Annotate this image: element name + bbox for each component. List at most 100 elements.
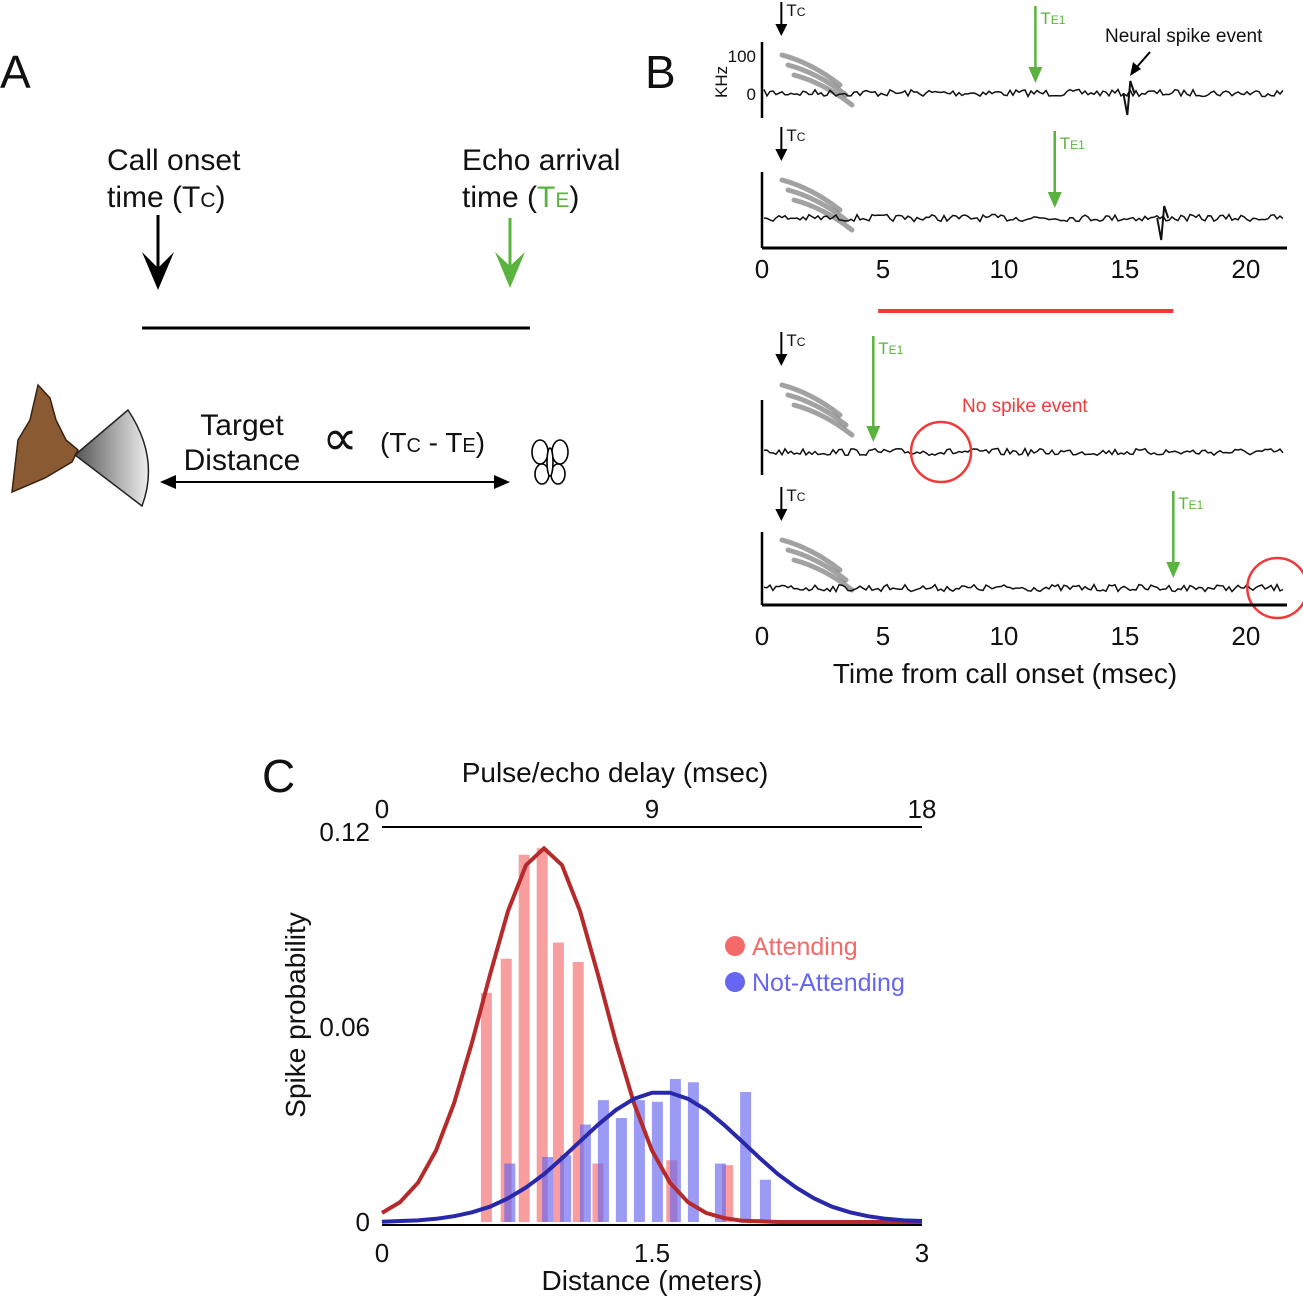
call-onset-time: time (TC): [107, 181, 226, 214]
text: ): [476, 427, 485, 458]
no-spike-label: No spike event: [962, 396, 1088, 417]
text: T: [878, 339, 888, 358]
text: (T: [380, 427, 406, 458]
text: E1: [1051, 13, 1066, 27]
y-tick-label: 0: [356, 1207, 370, 1237]
spectrogram: [791, 402, 855, 438]
echo-arrival: Echo arrival: [462, 144, 620, 177]
y-axis-label: Spike probability: [280, 912, 311, 1117]
text: C: [200, 189, 215, 212]
legend-label: Not-Attending: [752, 969, 905, 997]
bar: [714, 1163, 726, 1222]
panel-c: C Pulse/echo delay (msec) Distance (mete…: [262, 750, 936, 1296]
bar: [687, 1082, 699, 1222]
te1-label: TE1: [1060, 134, 1085, 153]
arrowhead: [775, 24, 788, 36]
arrowhead: [1166, 562, 1181, 578]
spectrogram: [785, 547, 849, 583]
text: T: [1178, 494, 1188, 513]
spectrogram: [791, 557, 855, 593]
text: C: [797, 490, 806, 504]
arrowhead: [1028, 67, 1043, 83]
top-tick-label: 0: [375, 794, 389, 824]
spike: [1122, 80, 1136, 116]
highlight-circle: [909, 420, 973, 484]
x-tick-label: 0: [755, 254, 769, 284]
panel-a: A Call onset time (TC) Echo arrival time…: [0, 46, 620, 508]
text: - T: [421, 427, 462, 458]
bar: [740, 1092, 752, 1222]
top-tick-label: 9: [645, 794, 659, 824]
arrowhead: [866, 426, 881, 442]
khz-tick: 100: [728, 47, 756, 66]
text: C: [797, 335, 806, 349]
trace: [763, 213, 1284, 223]
fit-curve: [380, 845, 922, 1224]
x-tick-label: 0: [375, 1238, 389, 1268]
bar: [669, 1079, 681, 1222]
bar: [597, 1100, 609, 1222]
tc-label: TC: [786, 1, 805, 20]
legend-marker: [725, 936, 745, 956]
spike: [1156, 205, 1170, 241]
x-tick-label: 10: [989, 254, 1018, 284]
spectrogram: [785, 392, 849, 428]
text: T: [786, 126, 796, 145]
text: time (T: [107, 181, 200, 214]
top-tick-label: 18: [908, 794, 937, 824]
khz-label: KHz: [712, 66, 731, 98]
tc-label: TC: [786, 486, 805, 505]
pointer: [1135, 51, 1151, 69]
x-tick-label: 5: [876, 621, 890, 651]
text: E: [555, 189, 569, 212]
x-tick-label: 20: [1231, 621, 1260, 651]
text: time (: [462, 181, 537, 214]
spectrogram: [779, 537, 843, 573]
trace: [763, 87, 1284, 99]
bar: [480, 992, 492, 1222]
text: T: [786, 486, 796, 505]
bar: [615, 1118, 627, 1222]
trace: [763, 446, 1284, 458]
arrowhead: [775, 354, 788, 366]
x-tick-label: 15: [1110, 254, 1139, 284]
text: ): [569, 181, 579, 214]
text: E1: [889, 343, 904, 357]
bar: [579, 1124, 591, 1222]
spectrogram: [779, 52, 843, 88]
bar: [536, 848, 548, 1222]
legend-label: Attending: [752, 933, 858, 961]
tc-label: TC: [786, 126, 805, 145]
khz-tick: 0: [747, 85, 756, 104]
text: T: [537, 181, 555, 214]
legend-marker: [725, 972, 745, 992]
spectrogram: [785, 62, 849, 98]
te1-label: TE1: [878, 339, 903, 358]
bar: [759, 1179, 771, 1222]
text: ): [216, 181, 226, 214]
trace: [763, 582, 1284, 594]
proportional: ∝: [322, 410, 358, 466]
bar: [572, 962, 584, 1222]
moth-icon: [531, 439, 569, 485]
arrowhead: [160, 475, 176, 489]
te1-label: TE1: [1178, 494, 1203, 513]
top-axis-label: Pulse/echo delay (msec): [462, 757, 769, 788]
arrowhead: [775, 509, 788, 521]
arrowhead: [1047, 192, 1062, 208]
bar: [560, 1155, 572, 1222]
x-tick-label: 0: [755, 621, 769, 651]
bar: [500, 958, 512, 1222]
y-tick-label: 0.12: [319, 817, 370, 847]
text: C: [797, 5, 806, 19]
spectrogram: [791, 72, 855, 108]
x-axis-label: Distance (meters): [542, 1265, 763, 1296]
text: E: [462, 435, 475, 457]
distance: Distance: [184, 444, 301, 477]
x-tick-label: 3: [915, 1238, 929, 1268]
x-tick-label: 20: [1231, 254, 1260, 284]
x-tick-label: 5: [876, 254, 890, 284]
text: E1: [1189, 498, 1204, 512]
bar: [722, 1165, 734, 1222]
